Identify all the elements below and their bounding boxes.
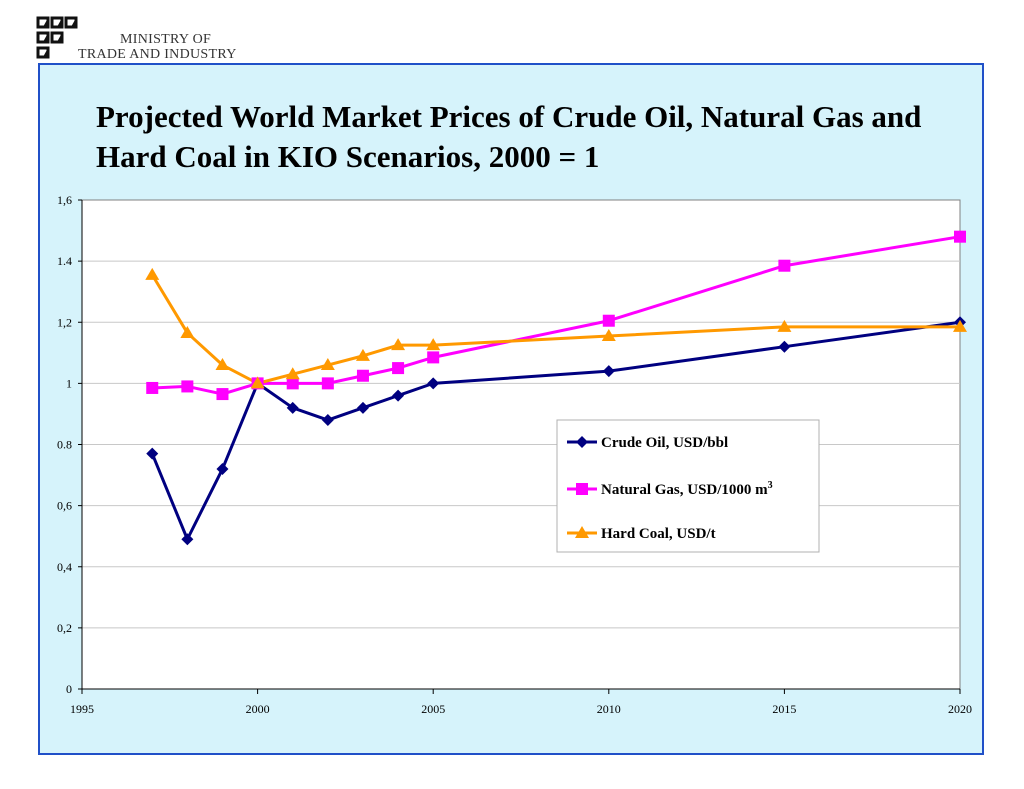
data-point-natural-gas-6 <box>356 369 369 382</box>
legend-label-hard-coal: Hard Coal, USD/t <box>601 526 716 542</box>
y-tick-label-2: 0,4 <box>57 560 72 574</box>
data-point-hard-coal-7 <box>391 338 406 351</box>
data-point-natural-gas-0 <box>146 381 159 394</box>
data-point-crude-oil-2 <box>216 462 229 475</box>
data-point-crude-oil-5 <box>321 414 334 427</box>
data-point-crude-oil-10 <box>778 340 791 353</box>
y-tick-label-5: 1 <box>66 376 72 390</box>
legend-label-natural-gas: Natural Gas, USD/1000 m3 <box>601 480 773 498</box>
y-tick-label-1: 0,2 <box>57 621 72 635</box>
data-point-crude-oil-0 <box>146 447 159 460</box>
data-point-crude-oil-7 <box>392 389 405 402</box>
series-line-crude-oil <box>150 320 961 541</box>
series-line-hard-coal <box>150 274 960 385</box>
y-tick-label-6: 1,2 <box>57 315 72 329</box>
x-tick-label-2: 2005 <box>421 702 445 716</box>
data-point-natural-gas-11 <box>954 230 966 243</box>
ministry-name: MINISTRY OF TRADE AND INDUSTRY <box>78 32 237 62</box>
data-point-natural-gas-10 <box>778 259 791 272</box>
y-tick-label-4: 0.8 <box>57 438 72 452</box>
data-point-natural-gas-9 <box>602 314 615 327</box>
legend-marker-hard-coal <box>575 526 589 538</box>
x-tick-label-3: 2010 <box>597 702 621 716</box>
data-point-hard-coal-9 <box>601 329 616 342</box>
data-point-hard-coal-10 <box>777 319 792 332</box>
chart-legend: Crude Oil, USD/bbl Natural Gas, USD/1000 … <box>556 419 820 553</box>
data-point-natural-gas-8 <box>427 351 440 364</box>
data-point-natural-gas-1 <box>181 380 194 393</box>
data-point-hard-coal-1 <box>180 325 195 338</box>
x-tick-label-0: 1995 <box>70 702 94 716</box>
ministry-logo-icon <box>36 16 78 59</box>
y-tick-label-8: 1,6 <box>57 193 72 207</box>
chart-title: Projected World Market Prices of Crude O… <box>96 99 922 174</box>
data-point-natural-gas-7 <box>392 362 405 375</box>
data-point-natural-gas-2 <box>216 388 229 401</box>
ministry-name-line-2: TRADE AND INDUSTRY <box>78 47 237 62</box>
data-point-hard-coal-5 <box>320 358 335 371</box>
y-tick-label-7: 1.4 <box>57 254 72 268</box>
data-point-crude-oil-1 <box>181 533 194 546</box>
data-point-crude-oil-6 <box>356 401 369 414</box>
x-tick-label-5: 2020 <box>948 702 972 716</box>
data-point-crude-oil-8 <box>427 377 440 390</box>
data-point-crude-oil-9 <box>602 365 615 378</box>
data-point-hard-coal-6 <box>355 348 370 361</box>
x-tick-label-1: 2000 <box>246 702 270 716</box>
data-point-hard-coal-3 <box>250 376 265 389</box>
y-tick-label-3: 0,6 <box>57 499 72 513</box>
legend-label-crude-oil: Crude Oil, USD/bbl <box>601 435 728 451</box>
data-point-hard-coal-11 <box>953 319 967 332</box>
data-point-hard-coal-2 <box>215 358 230 371</box>
data-point-hard-coal-0 <box>145 267 160 280</box>
data-point-natural-gas-5 <box>321 377 334 390</box>
ministry-name-line-1: MINISTRY OF <box>120 32 212 47</box>
x-tick-label-4: 2015 <box>772 702 796 716</box>
data-point-crude-oil-4 <box>286 401 299 414</box>
data-point-hard-coal-4 <box>285 367 300 380</box>
legend-marker-crude-oil <box>576 436 588 448</box>
data-point-natural-gas-4 <box>286 377 299 390</box>
data-point-hard-coal-8 <box>426 338 441 351</box>
y-tick-label-0: 0 <box>66 682 72 696</box>
legend-marker-natural-gas <box>576 483 588 495</box>
